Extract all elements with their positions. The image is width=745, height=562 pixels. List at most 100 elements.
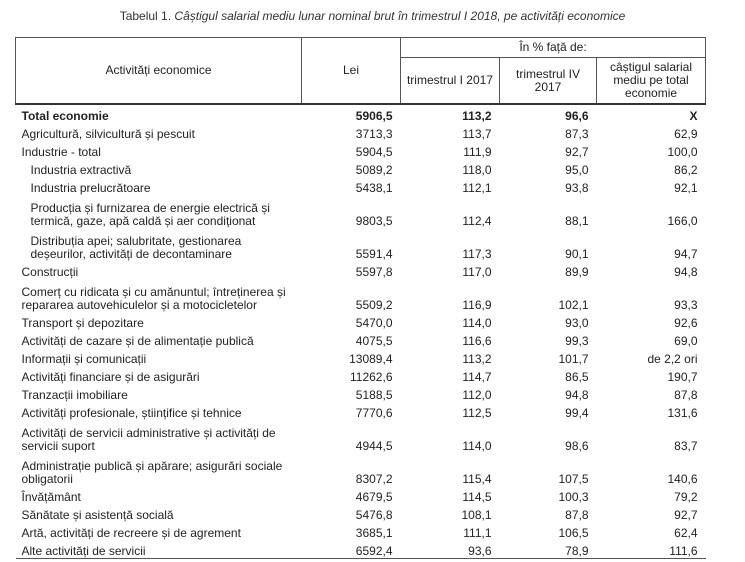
row-avg-total-percent: 131,6 [667, 406, 698, 420]
row-activity-name: Comerț cu ridicata și cu amănuntul; într… [21, 285, 286, 312]
row-activity-name: Industria prelucrătoare [30, 181, 151, 195]
row-q1-2017-percent: 114,5 [462, 490, 492, 504]
row-activity-name: Producția și furnizarea de energie elect… [30, 201, 270, 228]
row-avg-total-percent: 92,7 [674, 508, 698, 522]
row-q4-2017-percent: 98,6 [565, 439, 589, 453]
row-q1-2017-percent: 113,2 [462, 352, 492, 366]
table-row: Agricultură, silvicultură și pescuit 3713… [16, 123, 706, 141]
row-lei-value: 5188,5 [355, 388, 393, 402]
row-q4-2017-percent: 99,4 [565, 406, 589, 420]
table-row: Sănătate și asistență socială 5476,8 108,1… [16, 504, 706, 522]
salary-table: Activități economice Lei În % față de: t… [15, 37, 707, 559]
row-q1-2017-percent: 93,6 [400, 540, 500, 559]
row-avg-total-percent: 166,0 [667, 214, 698, 228]
row-q1-2017-percent: 112,1 [462, 181, 492, 195]
row-q4-2017-percent: 94,8 [565, 388, 589, 402]
row-q1-2017-percent: 118,0 [462, 163, 492, 177]
row-lei-value: 5089,2 [355, 163, 393, 177]
row-avg-total-percent: 87,8 [674, 388, 698, 402]
caption-title: Câștigul salarial mediu lunar nominal br… [174, 9, 626, 23]
row-activity-name: Construcții [21, 265, 79, 279]
row-avg-total-percent: 111,6 [596, 540, 706, 559]
row-avg-total-percent: 92,1 [674, 181, 698, 195]
row-q4-2017-percent: 88,1 [565, 214, 589, 228]
table-row: Comerț cu ridicata și cu amănuntul; într… [16, 279, 706, 312]
table-row: Activități profesionale, științifice și … [16, 402, 706, 420]
row-lei-value: 9803,5 [355, 214, 393, 228]
row-q4-2017-percent: 87,3 [565, 127, 589, 141]
row-activity-name: Alte activități de servicii [15, 540, 302, 559]
row-q1-2017-percent: 111,9 [463, 145, 492, 159]
table-row: Activități de cazare și de alimentație p… [16, 330, 706, 348]
table-row: Producția și furnizarea de energie elect… [16, 195, 706, 228]
row-activity-name: Activități profesionale, științifice și … [21, 406, 242, 420]
row-avg-total-percent: X [596, 103, 706, 123]
table-row: Tranzacții imobiliare 5188,5 112,0 94,8 87,8 [16, 384, 706, 402]
table-row: Industrie - total 5904,5 111,9 92,7 100,0 [16, 141, 706, 159]
row-q4-2017-percent: 100,3 [558, 490, 589, 504]
row-q1-2017-percent: 108,1 [461, 508, 492, 522]
table-row: Activități financiare și de asigurări 112… [16, 366, 706, 384]
row-lei-value: 7770,6 [355, 406, 393, 420]
row-lei-value: 4075,5 [355, 334, 393, 348]
row-q4-2017-percent: 92,7 [565, 145, 589, 159]
row-avg-total-percent: 140,6 [667, 472, 698, 486]
row-lei-value: 13089,4 [349, 352, 393, 366]
row-lei-value: 5597,8 [355, 265, 393, 279]
row-lei-value: 6592,4 [301, 540, 401, 559]
row-avg-total-percent: 62,4 [674, 526, 698, 540]
row-q4-2017-percent: 102,1 [558, 298, 589, 312]
header-activity: Activități economice [15, 37, 302, 105]
row-q4-2017-percent: 106,5 [558, 526, 589, 540]
row-lei-value: 8307,2 [355, 472, 393, 486]
table-row: Distribuția apei; salubritate, gestionar… [16, 228, 706, 261]
row-avg-total-percent: 94,7 [674, 247, 698, 261]
table-row: Activități de servicii administrative și… [16, 420, 706, 453]
row-q4-2017-percent: 90,1 [565, 247, 589, 261]
row-q4-2017-percent: 99,3 [565, 334, 589, 348]
row-activity-name: Administrație publică și apărare; asigur… [21, 459, 283, 486]
row-q1-2017-percent: 113,7 [462, 127, 492, 141]
row-lei-value: 5906,5 [301, 103, 401, 123]
row-avg-total-percent: 86,2 [674, 163, 698, 177]
row-avg-total-percent: 92,6 [674, 316, 698, 330]
row-avg-total-percent: 79,2 [674, 490, 698, 504]
row-q1-2017-percent: 112,0 [462, 388, 492, 402]
header-avg-total: câștigul salarial mediu pe total economi… [595, 57, 707, 105]
row-activity-name: Industrie - total [21, 145, 101, 159]
row-q4-2017-percent: 78,9 [499, 540, 597, 559]
row-avg-total-percent: 94,8 [674, 265, 698, 279]
row-activity-name: Activități de servicii administrative și… [21, 426, 276, 453]
row-q1-2017-percent: 114,0 [462, 439, 492, 453]
table-row: Artă, activități de recreere și de agrem… [16, 522, 706, 540]
row-q1-2017-percent: 112,4 [462, 214, 492, 228]
row-activity-name: Informații și comunicații [21, 352, 147, 366]
row-q1-2017-percent: 115,4 [462, 472, 492, 486]
header-q1-2017: trimestrul I 2017 [400, 57, 500, 105]
row-lei-value: 3685,1 [355, 526, 393, 540]
table-row: Administrație publică și apărare; asigur… [16, 453, 706, 486]
row-q1-2017-percent: 113,2 [400, 103, 500, 123]
row-activity-name: Agricultură, silvicultură și pescuit [21, 127, 195, 141]
row-lei-value: 4944,5 [355, 439, 393, 453]
row-q4-2017-percent: 95,0 [565, 163, 589, 177]
row-activity-name: Distribuția apei; salubritate, gestionar… [30, 234, 242, 261]
row-lei-value: 5591,4 [355, 247, 393, 261]
row-q4-2017-percent: 89,9 [565, 265, 589, 279]
table-header: Activități economice Lei În % față de: t… [15, 37, 707, 105]
row-lei-value: 3713,3 [355, 127, 393, 141]
row-q1-2017-percent: 117,0 [462, 265, 492, 279]
row-q4-2017-percent: 96,6 [499, 103, 597, 123]
row-q1-2017-percent: 116,9 [462, 298, 492, 312]
header-lei: Lei [301, 37, 401, 105]
row-q1-2017-percent: 114,7 [462, 370, 492, 384]
row-avg-total-percent: 93,3 [674, 298, 698, 312]
row-activity-name: Tranzacții imobiliare [21, 388, 128, 402]
header-q4-2017: trimestrul IV 2017 [499, 57, 597, 105]
row-q4-2017-percent: 93,0 [565, 316, 589, 330]
row-lei-value: 5509,2 [355, 298, 393, 312]
row-activity-name: Total economie [15, 103, 302, 123]
table-body: Total economie 5906,5 113,2 96,6 X Agricultur… [15, 103, 706, 559]
table-row: Total economie 5906,5 113,2 96,6 X [15, 103, 706, 123]
row-q4-2017-percent: 107,5 [558, 472, 589, 486]
